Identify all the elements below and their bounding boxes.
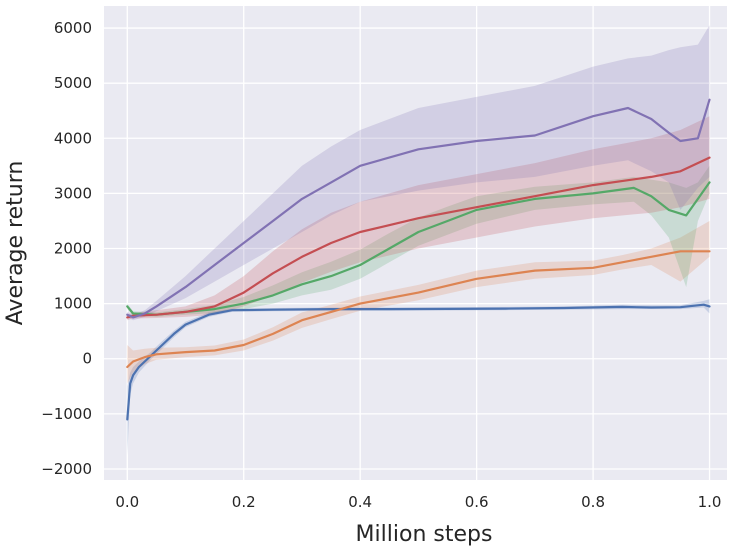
- plot-background: [104, 6, 727, 480]
- y-tick-label: 0: [82, 350, 92, 368]
- y-tick-label: 5000: [54, 74, 92, 92]
- band-orange: [127, 221, 710, 384]
- x-tick-label: 0.4: [348, 493, 372, 511]
- y-tick-label: 1000: [54, 295, 92, 313]
- y-tick-label: 6000: [54, 19, 92, 37]
- grid-lines: [104, 6, 727, 480]
- line-purple: [126, 98, 711, 319]
- line-orange: [126, 250, 711, 369]
- y-tick-labels: −2000 −1000 0 1000 2000 3000 4000 5000 6000: [41, 19, 92, 478]
- x-tick-label: 0.8: [581, 493, 605, 511]
- y-tick-label: −2000: [41, 460, 92, 478]
- series-lines: [126, 98, 711, 421]
- x-axis-label: Million steps: [356, 522, 493, 547]
- y-tick-label: 3000: [54, 184, 92, 202]
- x-tick-label: 0.0: [115, 493, 139, 511]
- y-tick-label: 4000: [54, 129, 92, 147]
- x-tick-label: 1.0: [698, 493, 722, 511]
- x-tick-labels: 0.0 0.2 0.4 0.6 0.8 1.0: [115, 493, 721, 511]
- x-tick-label: 0.2: [232, 493, 256, 511]
- line-green: [126, 181, 711, 316]
- line-red: [126, 156, 711, 319]
- y-tick-label: 2000: [54, 240, 92, 258]
- line-blue: [126, 303, 711, 421]
- band-purple: [127, 25, 710, 321]
- band-green: [127, 165, 710, 317]
- y-axis-label: Average return: [3, 161, 28, 326]
- x-tick-label: 0.6: [465, 493, 489, 511]
- y-tick-label: −1000: [41, 405, 92, 423]
